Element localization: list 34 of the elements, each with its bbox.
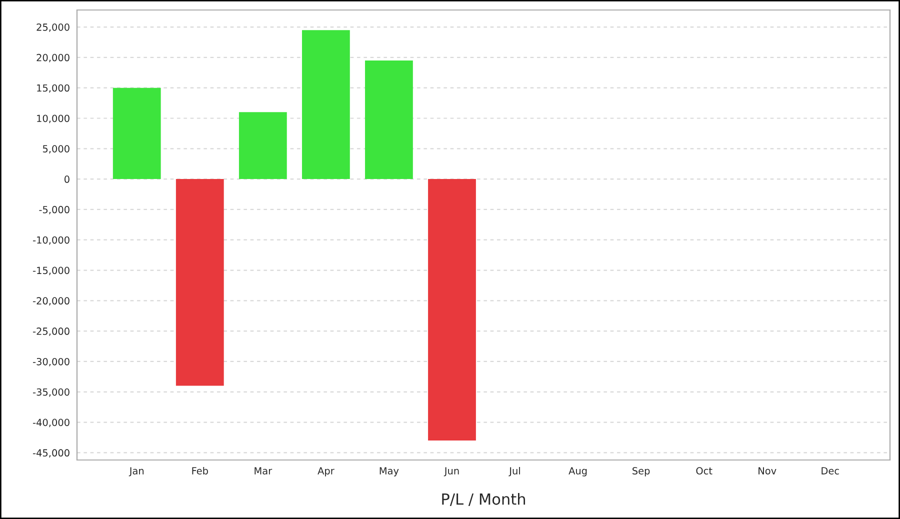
bar	[112, 88, 161, 180]
y-tick-label: 20,000	[36, 54, 70, 62]
x-tick-label: Apr	[318, 467, 334, 476]
bar	[176, 179, 224, 386]
bar	[238, 112, 287, 180]
bar	[365, 60, 413, 180]
y-tick-label: -45,000	[33, 449, 70, 458]
y-tick-label: -20,000	[33, 297, 70, 306]
y-tick-label: 15,000	[37, 84, 70, 93]
x-tick-label: Oct	[696, 467, 712, 474]
bar	[428, 179, 476, 441]
x-tick-label: Jun	[444, 467, 459, 476]
x-tick-label: May	[380, 467, 399, 476]
x-tick-label: Mar	[254, 467, 272, 474]
y-tick-label: -25,000	[33, 328, 70, 336]
x-tick-label: Aug	[568, 467, 587, 476]
y-tick-label: 10,000	[37, 114, 70, 124]
x-axis-title: P/L / Month	[442, 493, 526, 506]
y-tick-label: 25,000	[36, 24, 70, 32]
y-tick-label: -30,000	[33, 358, 70, 366]
y-tick-label: -15,000	[33, 266, 70, 276]
x-tick-label: Dec	[822, 467, 839, 474]
x-tick-label: Jul	[508, 466, 520, 476]
y-tick-label: -10,000	[33, 236, 70, 245]
bar	[302, 30, 350, 180]
x-tick-label: Nov	[758, 467, 776, 474]
y-tick-label: 5,000	[42, 145, 70, 154]
x-tick-label: Feb	[192, 466, 208, 474]
y-tick-label: -40,000	[33, 418, 70, 428]
x-tick-label: Jan	[128, 467, 144, 476]
y-tick-label: -5,000	[39, 206, 70, 214]
x-tick-label: Sep	[632, 467, 650, 476]
y-tick-label: -35,000	[33, 388, 70, 397]
y-tick-label: 0	[64, 176, 70, 183]
